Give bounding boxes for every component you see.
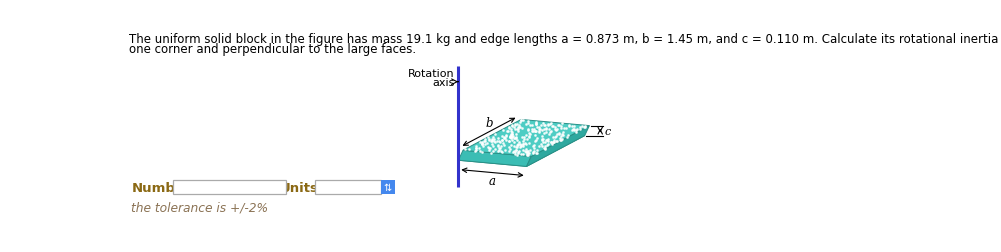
Polygon shape — [458, 130, 585, 167]
Text: Units: Units — [280, 181, 319, 194]
Text: c: c — [605, 126, 611, 136]
Text: a: a — [488, 174, 495, 187]
Text: ⇅: ⇅ — [383, 182, 392, 192]
Text: Rotation: Rotation — [407, 69, 454, 79]
Text: Number: Number — [131, 181, 191, 194]
Text: b: b — [485, 117, 492, 130]
Text: axis: axis — [432, 78, 454, 88]
Polygon shape — [527, 126, 590, 167]
Text: The uniform solid block in the figure has mass 19.1 kg and edge lengths a = 0.87: The uniform solid block in the figure ha… — [129, 33, 1001, 46]
Text: one corner and perpendicular to the large faces.: one corner and perpendicular to the larg… — [129, 43, 416, 56]
Polygon shape — [463, 120, 590, 157]
FancyBboxPatch shape — [315, 180, 380, 194]
Text: the tolerance is +/-2%: the tolerance is +/-2% — [131, 201, 268, 213]
Polygon shape — [458, 151, 532, 167]
FancyBboxPatch shape — [380, 180, 394, 194]
FancyBboxPatch shape — [173, 180, 285, 194]
